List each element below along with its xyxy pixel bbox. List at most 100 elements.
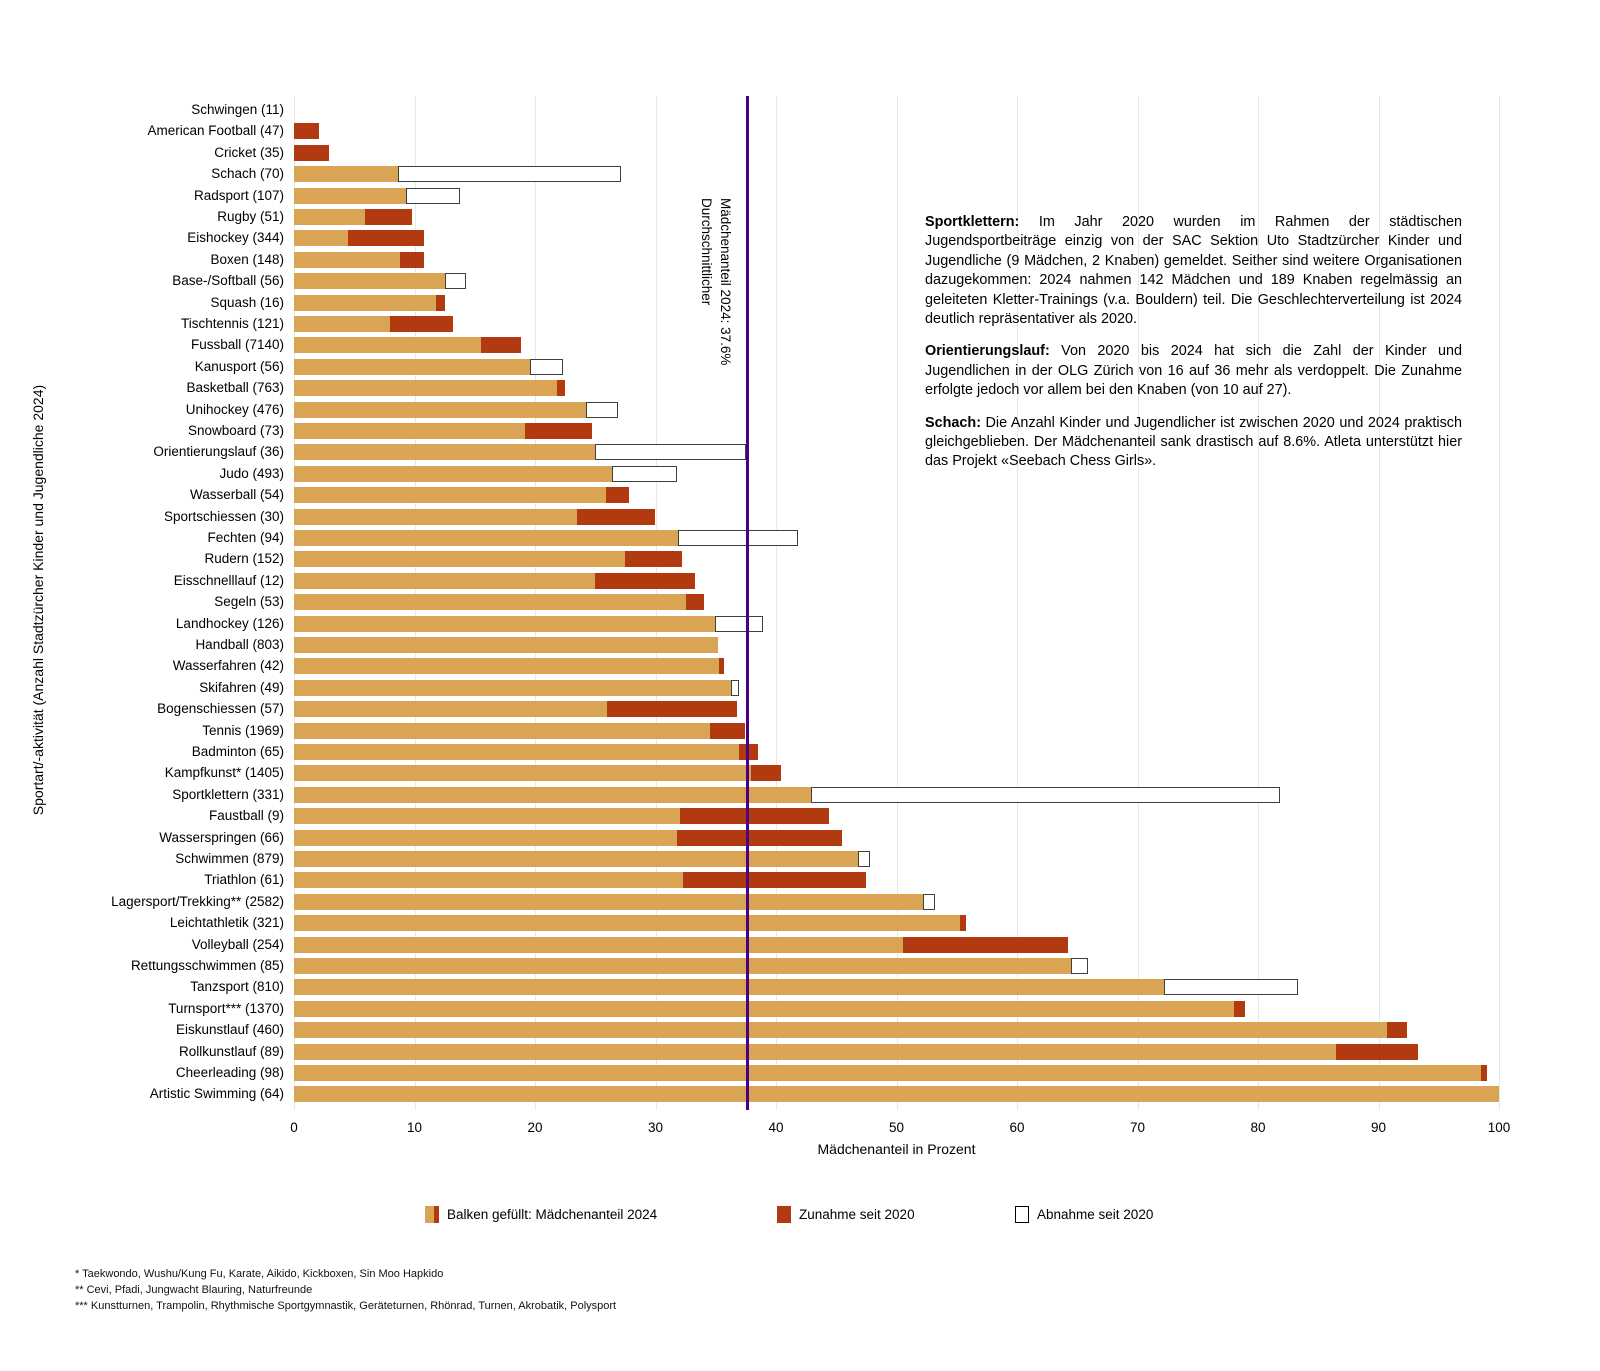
bar-share-2024 — [294, 615, 715, 632]
category-label: Tischtennis (121) — [180, 316, 284, 331]
category-label: Fechten (94) — [207, 530, 284, 545]
category-label: Wasserspringen (66) — [159, 829, 284, 845]
footnote-2: ** Cevi, Pfadi, Jungwacht Blauring, Natu… — [75, 1284, 313, 1296]
footnote-1: * Taekwondo, Wushu/Kung Fu, Karate, Aiki… — [75, 1268, 444, 1280]
bar-share-2024 — [294, 1086, 1499, 1103]
bar-increase-since-2020 — [480, 337, 521, 354]
x-tick-30: 30 — [647, 1120, 664, 1135]
legend-item-filled: Balken gefüllt: Mädchenanteil 2024 — [425, 1206, 657, 1223]
category-label: Sportschiessen (30) — [163, 508, 284, 524]
footnote-3: *** Kunstturnen, Trampolin, Rhythmische … — [75, 1300, 617, 1312]
bar-decrease-since-2020 — [444, 273, 467, 290]
note-sportklettern: Sportklettern: Im Jahr 2020 wurden im Ra… — [925, 213, 1462, 329]
bar-share-2024 — [294, 423, 526, 439]
category-label: American Football (47) — [147, 123, 284, 139]
category-label: Bogenschiessen (57) — [157, 701, 284, 717]
bar-share-2024 — [294, 551, 626, 568]
x-tick-60: 60 — [1009, 1120, 1025, 1135]
bar-increase-since-2020 — [1480, 1065, 1487, 1081]
category-label: Schwingen (11) — [191, 102, 284, 117]
bar-increase-since-2020 — [683, 872, 867, 889]
x-tick-80: 80 — [1250, 1120, 1266, 1135]
x-tick-0: 0 — [290, 1120, 298, 1135]
average-line — [745, 96, 749, 1110]
bar-decrease-since-2020 — [585, 401, 619, 418]
average-line-caption: Durchschnittlicher Mädchenanteil 2024: 3… — [697, 198, 735, 365]
category-label: Rettungsschwimmen (85) — [130, 958, 284, 973]
bar-share-2024 — [294, 487, 607, 504]
note-orientierungslauf-body: Von 2020 bis 2024 hat sich die Zahl der … — [925, 343, 1462, 399]
category-label: Judo (493) — [219, 465, 284, 481]
bar-increase-since-2020 — [679, 808, 829, 825]
category-label: Kanusport (56) — [194, 358, 284, 374]
average-line-caption-line1: Durchschnittlicher — [699, 198, 714, 306]
plot-area — [294, 96, 1500, 1110]
category-label: Handball (803) — [195, 637, 284, 652]
note-sportklettern-title: Sportklettern: — [925, 214, 1020, 230]
legend-label-filled: Balken gefüllt: Mädchenanteil 2024 — [447, 1207, 658, 1222]
category-label: Turnsport*** (1370) — [168, 1000, 284, 1016]
category-label: Lagersport/Trekking** (2582) — [111, 893, 284, 909]
bar-share-2024 — [294, 380, 557, 397]
category-label: Artistic Swimming (64) — [149, 1086, 284, 1102]
category-label: Radsport (107) — [193, 187, 284, 203]
bar-decrease-since-2020 — [857, 851, 870, 867]
bar-increase-since-2020 — [625, 551, 682, 568]
gridline-70 — [1137, 96, 1139, 1110]
bar-share-2024 — [294, 358, 531, 375]
category-label: Rollkunstlauf (89) — [178, 1043, 284, 1059]
bar-increase-since-2020 — [525, 423, 592, 439]
x-tick-90: 90 — [1370, 1120, 1387, 1135]
gridline-40 — [776, 96, 777, 1110]
bar-decrease-since-2020 — [397, 166, 621, 183]
bar-share-2024 — [294, 444, 596, 461]
bar-increase-since-2020 — [709, 722, 745, 739]
bar-share-2024 — [294, 294, 437, 311]
category-label: Tennis (1969) — [202, 722, 284, 738]
category-label: Fussball (7140) — [190, 337, 284, 353]
category-label: Sportklettern (331) — [172, 786, 284, 802]
legend-swatch-decrease-icon — [1015, 1206, 1029, 1223]
bar-decrease-since-2020 — [530, 358, 563, 375]
bar-decrease-since-2020 — [810, 786, 1280, 803]
bar-share-2024 — [294, 572, 596, 589]
bar-increase-since-2020 — [294, 123, 320, 140]
legend-swatch-filled-icon — [425, 1206, 439, 1223]
bar-share-2024 — [294, 316, 391, 332]
legend-item-decrease: Abnahme seit 2020 — [1015, 1206, 1153, 1223]
bar-share-2024 — [294, 851, 858, 867]
bar-share-2024 — [294, 508, 578, 525]
bar-share-2024 — [294, 1022, 1387, 1039]
category-label: Faustball (9) — [208, 808, 284, 824]
note-orientierungslauf-title: Orientierungslauf: — [925, 343, 1050, 360]
bar-increase-since-2020 — [607, 701, 738, 718]
legend-label-increase: Zunahme seit 2020 — [799, 1207, 915, 1222]
bar-share-2024 — [294, 230, 349, 247]
bar-increase-since-2020 — [1336, 1043, 1419, 1060]
bar-increase-since-2020 — [294, 144, 329, 161]
bar-share-2024 — [294, 187, 407, 204]
x-tick-20: 20 — [527, 1120, 543, 1135]
category-label: Orientierungslauf (36) — [153, 444, 284, 460]
bar-share-2024 — [294, 209, 366, 225]
bar-decrease-since-2020 — [923, 893, 936, 910]
legend-label-decrease: Abnahme seit 2020 — [1037, 1207, 1154, 1222]
bar-decrease-since-2020 — [612, 465, 678, 482]
bar-share-2024 — [294, 1043, 1337, 1060]
category-label: Eiskunstlauf (460) — [175, 1022, 284, 1038]
footnotes: * Taekwondo, Wushu/Kung Fu, Karate, Aiki… — [75, 1266, 616, 1314]
legend-swatch-increase-icon — [777, 1206, 791, 1223]
bar-increase-since-2020 — [436, 294, 445, 311]
note-schach: Schach: Die Anzahl Kinder und Jugendlich… — [925, 414, 1462, 472]
bar-share-2024 — [294, 1065, 1481, 1081]
category-label: Squash (16) — [210, 294, 284, 310]
bar-share-2024 — [294, 979, 1164, 996]
bar-share-2024 — [294, 744, 739, 760]
bar-decrease-since-2020 — [731, 679, 739, 696]
bar-share-2024 — [294, 829, 678, 846]
bar-share-2024 — [294, 637, 719, 653]
bar-share-2024 — [294, 465, 613, 482]
note-schach-body: Die Anzahl Kinder und Jugendlicher ist z… — [925, 414, 1462, 470]
bar-increase-since-2020 — [902, 936, 1068, 953]
